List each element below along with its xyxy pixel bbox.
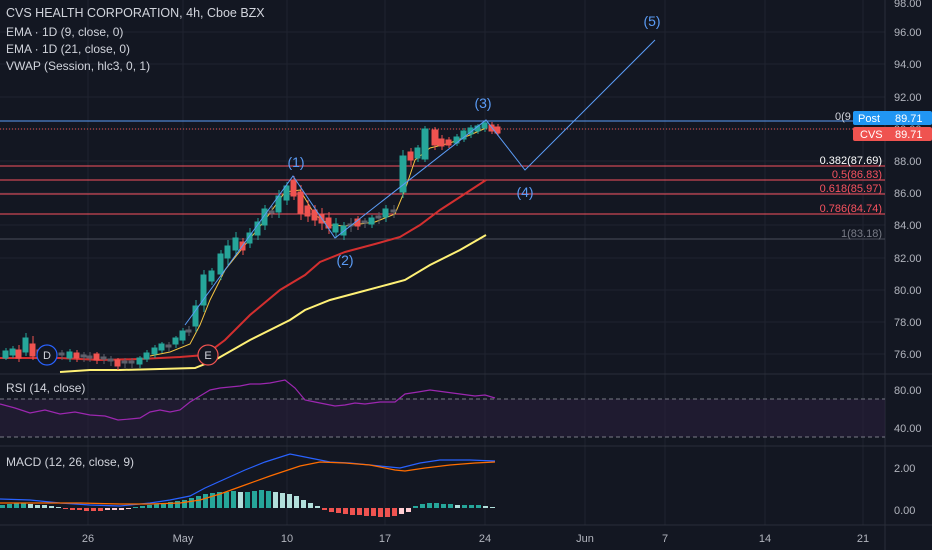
svg-text:14: 14 bbox=[759, 533, 771, 545]
svg-text:80.00: 80.00 bbox=[894, 385, 922, 397]
svg-text:76.00: 76.00 bbox=[894, 349, 922, 361]
svg-text:98.00: 98.00 bbox=[894, 0, 922, 10]
svg-text:21: 21 bbox=[857, 533, 869, 545]
candlesticks[interactable] bbox=[2, 120, 501, 370]
earnings-marker[interactable]: E bbox=[197, 344, 219, 366]
fib-0-label: 0(9 bbox=[835, 111, 851, 123]
time-axis[interactable]: 26 May 10 17 24 Jun 7 14 21 bbox=[82, 533, 869, 545]
post-market-price-tag[interactable]: Post 89.71 bbox=[853, 111, 932, 125]
symbol-title[interactable]: CVS HEALTH CORPORATION, 4h, Cboe BZX bbox=[6, 6, 265, 20]
price-axis[interactable]: 98.00 96.00 94.00 92.00 90.00 88.00 86.0… bbox=[894, 0, 922, 361]
svg-text:Post: Post bbox=[858, 113, 880, 125]
svg-text:0.00: 0.00 bbox=[894, 505, 915, 517]
wave-1-label: (1) bbox=[287, 154, 304, 170]
svg-text:7: 7 bbox=[662, 533, 668, 545]
svg-text:D: D bbox=[43, 350, 51, 362]
ema21-legend[interactable]: EMA · 1D (21, close, 0) bbox=[6, 42, 131, 56]
svg-text:96.00: 96.00 bbox=[894, 27, 922, 39]
signal-line bbox=[0, 461, 496, 505]
svg-text:80.00: 80.00 bbox=[894, 285, 922, 297]
dividend-marker[interactable]: D bbox=[36, 344, 58, 366]
rsi-legend[interactable]: RSI (14, close) bbox=[6, 381, 86, 395]
macd-pane[interactable]: 2.00 0.00 bbox=[0, 453, 915, 517]
svg-text:17: 17 bbox=[379, 533, 391, 545]
fib-382-label: 0.382(87.69) bbox=[820, 155, 882, 167]
wave-4-label: (4) bbox=[516, 184, 533, 200]
svg-text:89.71: 89.71 bbox=[895, 113, 923, 125]
svg-text:E: E bbox=[204, 350, 211, 362]
svg-text:24: 24 bbox=[479, 533, 491, 545]
elliott-wave-path[interactable] bbox=[184, 39, 656, 326]
macd-legend[interactable]: MACD (12, 26, close, 9) bbox=[6, 455, 135, 469]
macd-histogram bbox=[0, 490, 495, 517]
wave-3-label: (3) bbox=[474, 95, 491, 111]
svg-text:26: 26 bbox=[82, 533, 94, 545]
svg-text:94.00: 94.00 bbox=[894, 59, 922, 71]
svg-text:89.71: 89.71 bbox=[895, 129, 923, 141]
svg-text:Jun: Jun bbox=[576, 533, 594, 545]
rsi-line bbox=[0, 379, 496, 421]
svg-text:92.00: 92.00 bbox=[894, 92, 922, 104]
fib-618-label: 0.618(85.97) bbox=[820, 183, 882, 195]
svg-text:10: 10 bbox=[281, 533, 293, 545]
rsi-pane[interactable]: 80.00 40.00 bbox=[0, 379, 922, 438]
ema-1d-21-line[interactable] bbox=[0, 179, 487, 362]
fib-1-label: 1(83.18) bbox=[841, 228, 882, 240]
vwap-line[interactable] bbox=[59, 234, 487, 373]
ema9-legend[interactable]: EMA · 1D (9, close, 0) bbox=[6, 25, 124, 39]
macd-line bbox=[0, 453, 496, 507]
svg-text:88.00: 88.00 bbox=[894, 156, 922, 168]
svg-text:78.00: 78.00 bbox=[894, 317, 922, 329]
vwap-legend[interactable]: VWAP (Session, hlc3, 0, 1) bbox=[6, 59, 151, 73]
last-price-tag[interactable]: CVS 89.71 bbox=[853, 127, 932, 141]
fib-retracement[interactable] bbox=[0, 120, 885, 240]
wave-5-label: (5) bbox=[643, 13, 660, 29]
svg-text:May: May bbox=[173, 533, 194, 545]
wave-2-label: (2) bbox=[336, 252, 353, 268]
svg-text:CVS: CVS bbox=[860, 129, 883, 141]
svg-text:40.00: 40.00 bbox=[894, 423, 922, 435]
svg-text:2.00: 2.00 bbox=[894, 463, 915, 475]
fib-500-label: 0.5(86.83) bbox=[832, 169, 882, 181]
svg-text:86.00: 86.00 bbox=[894, 188, 922, 200]
svg-text:84.00: 84.00 bbox=[894, 220, 922, 232]
svg-text:82.00: 82.00 bbox=[894, 253, 922, 265]
fib-786-label: 0.786(84.74) bbox=[820, 203, 882, 215]
